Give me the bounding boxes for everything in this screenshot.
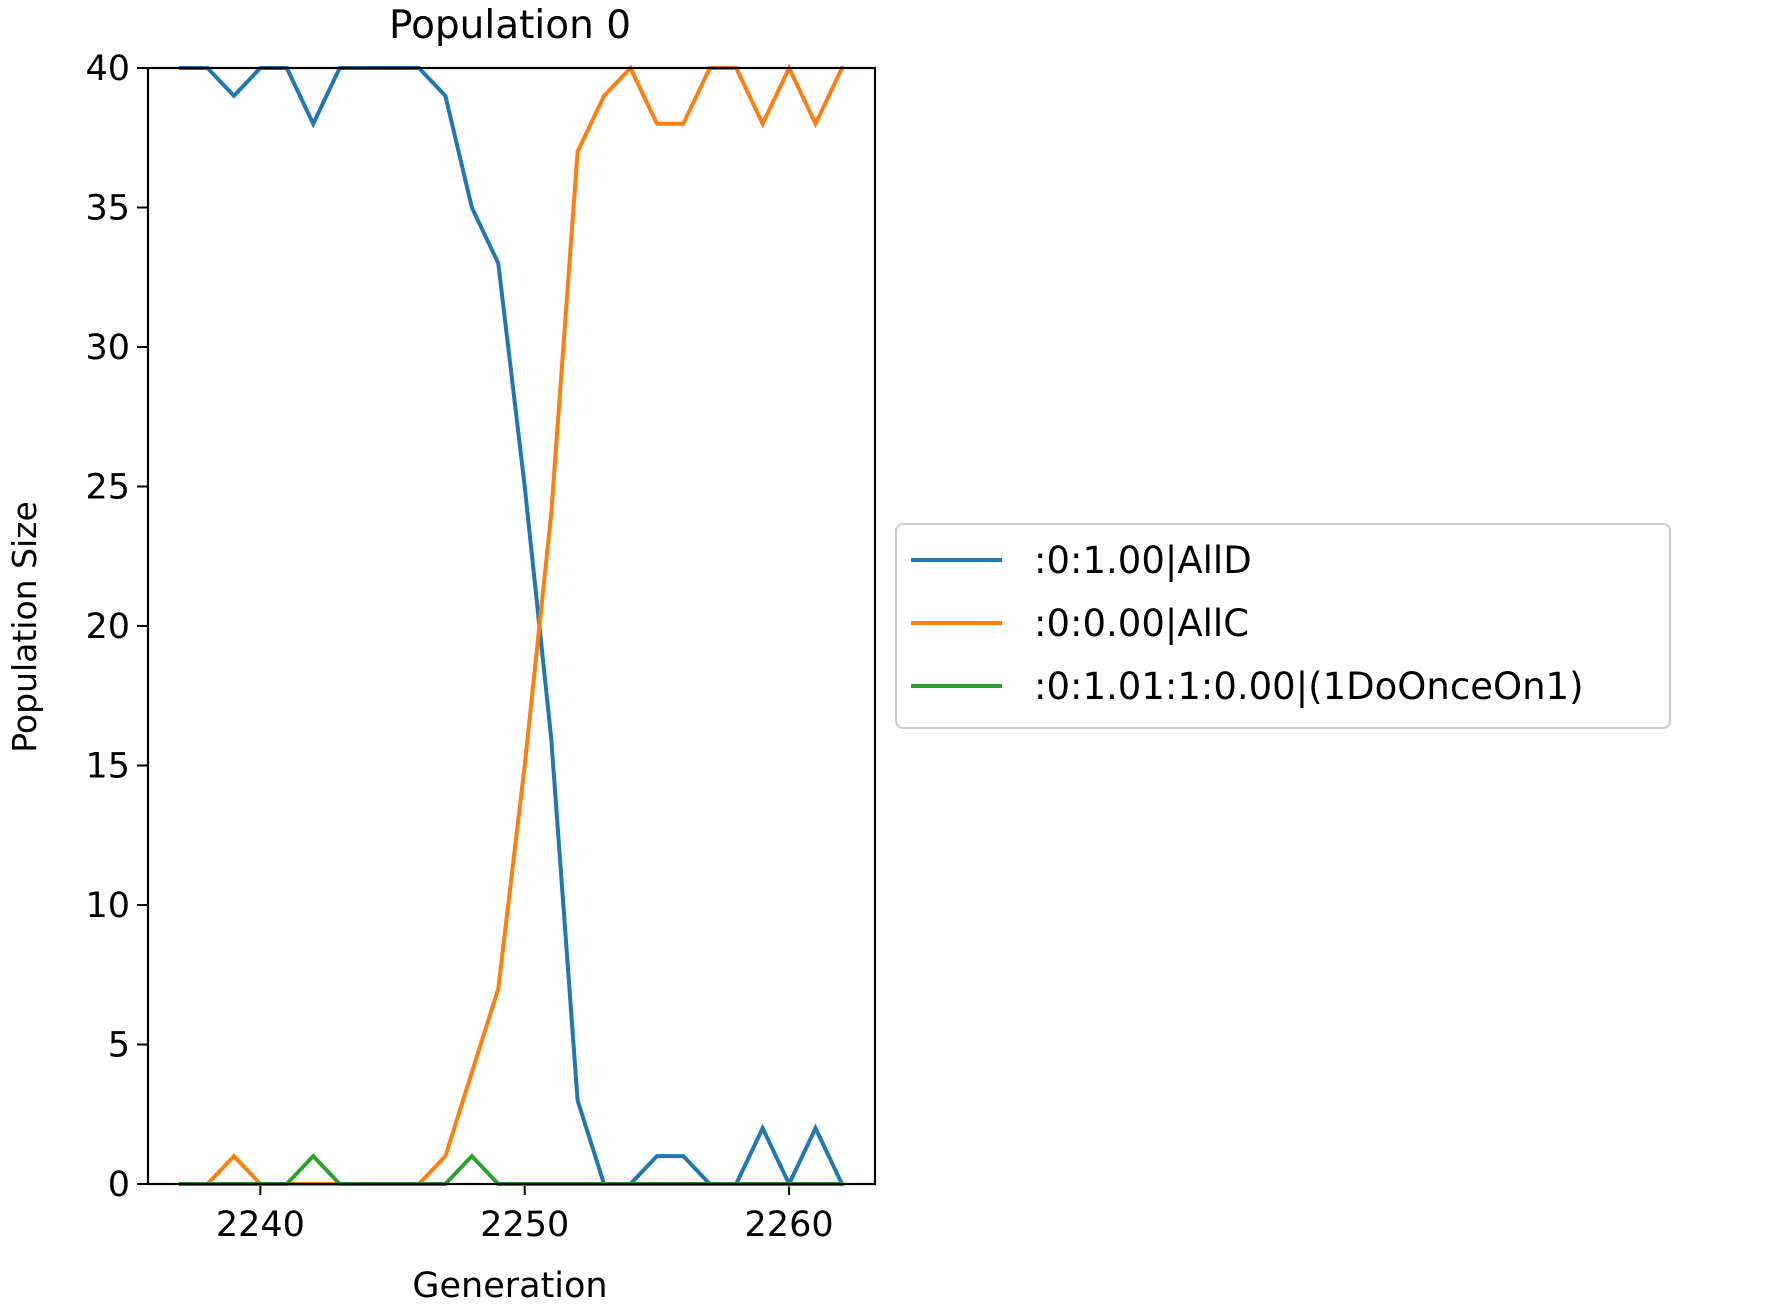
series-line-1 (179, 63, 845, 1186)
chart-title: Population 0 (389, 3, 631, 48)
y-tick-label: 20 (85, 607, 130, 647)
legend-label-2: :0:1.01:1:0.00|(1DoOnceOn1) (1034, 665, 1584, 708)
legend-label-1: :0:0.00|AllC (1034, 602, 1249, 645)
y-tick-label: 35 (85, 189, 130, 229)
axis-ticks: 2240 2250 2260 0 5 10 15 20 25 30 35 40 (85, 49, 833, 1245)
y-tick-label: 5 (108, 1026, 130, 1066)
y-axis-label: Population Size (5, 501, 44, 753)
x-axis-label: Generation (412, 1266, 607, 1305)
y-tick-label: 0 (108, 1165, 130, 1205)
plot-frame (146, 66, 877, 1186)
x-tick-label: 2250 (480, 1205, 569, 1245)
y-tick-label: 25 (85, 468, 130, 508)
series-line-0 (179, 66, 845, 1189)
y-tick-label: 10 (85, 886, 130, 926)
y-tick-label: 15 (85, 747, 130, 787)
y-tick-label: 30 (85, 328, 130, 368)
legend: :0:1.00|AllD :0:0.00|AllC :0:1.01:1:0.00|(… (895, 523, 1671, 729)
series-lines (179, 63, 845, 1189)
y-tick-label: 40 (85, 49, 130, 89)
legend-label-0: :0:1.00|AllD (1034, 539, 1252, 582)
x-tick-label: 2260 (745, 1205, 834, 1245)
x-tick-label: 2240 (216, 1205, 305, 1245)
legend-box (895, 523, 1671, 729)
